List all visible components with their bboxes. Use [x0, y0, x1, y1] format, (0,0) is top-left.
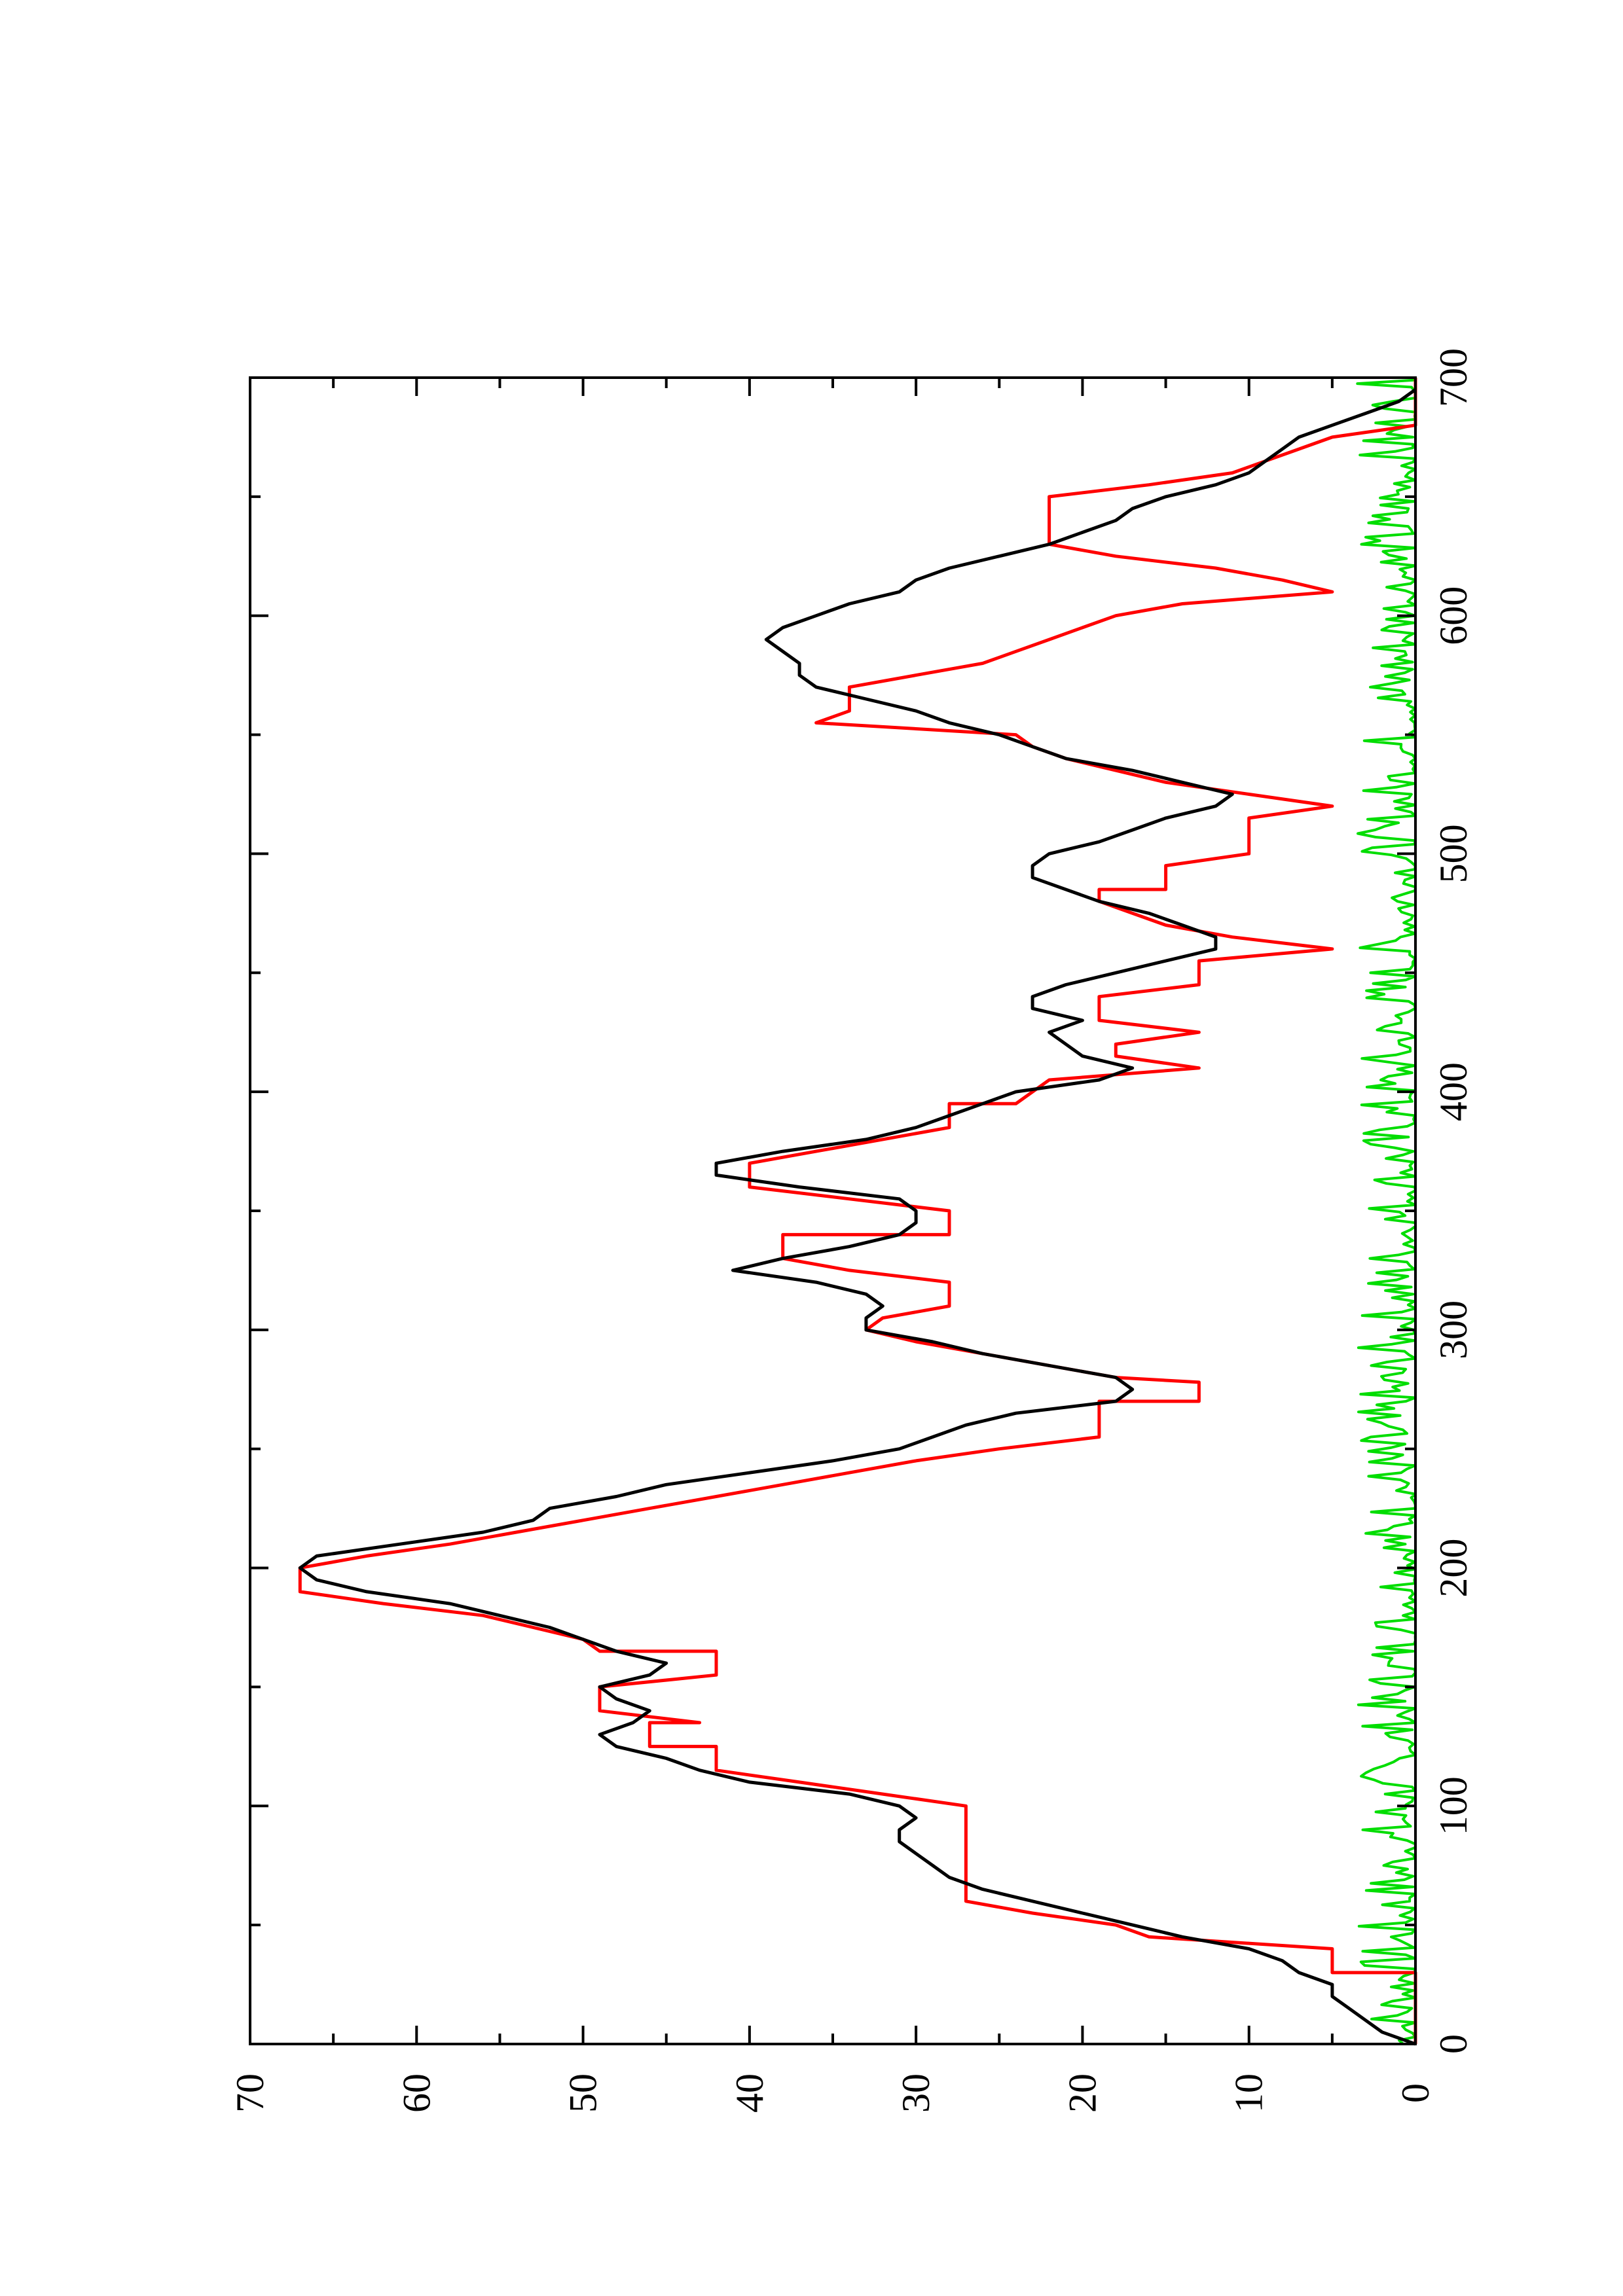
x-tick-label: 0 [1432, 2034, 1475, 2054]
series-line-black [298, 388, 1417, 2046]
y-tick-label: 0 [1394, 2083, 1437, 2103]
y-tick-label: 40 [728, 2073, 771, 2113]
y-tick-label: 20 [1061, 2073, 1104, 2113]
y-tick-label: 10 [1228, 2073, 1271, 2113]
plot-frame [249, 376, 1417, 2045]
x-tick-label: 300 [1432, 1300, 1475, 1359]
series-line-red [298, 378, 1417, 2044]
y-tick-label: 50 [562, 2073, 605, 2113]
y-tick-label: 60 [395, 2073, 438, 2113]
y-tick-label: 70 [228, 2073, 272, 2113]
x-tick-label: 200 [1432, 1539, 1475, 1598]
x-tick-label: 600 [1432, 586, 1475, 645]
labels-layer: 0 100 200 300 400 500 600 700 0 10 20 30 40 50 60 70 [228, 348, 1475, 2113]
x-tick-label: 500 [1432, 824, 1475, 883]
series-line-green [1356, 378, 1417, 2045]
x-tick-label: 700 [1432, 348, 1475, 407]
y-tick-label: 30 [894, 2073, 938, 2113]
x-tick-label: 100 [1432, 1776, 1475, 1835]
x-tick-label: 400 [1432, 1062, 1475, 1121]
series-layer [298, 378, 1417, 2046]
